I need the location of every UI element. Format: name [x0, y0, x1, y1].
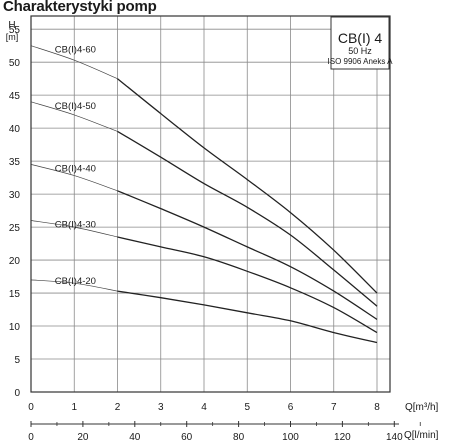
y-tick-label: 35: [9, 157, 21, 168]
curve-CB(I)4-50-thin: [30, 101, 118, 132]
series-label: CB(I)4-20: [55, 276, 96, 287]
curve-CB(I)4-40: [117, 190, 378, 320]
curve-labels: CB(I)4-60 CB(I)4-50 CB(I)4-40 CB(I)4-30 CB(I…: [55, 45, 96, 287]
page-title: Charakterystyki pomp: [3, 0, 157, 15]
y-tick-label: 10: [9, 322, 21, 333]
curve-CB(I)4-60: [117, 78, 378, 294]
info-box-frequency: 50 Hz: [348, 46, 372, 56]
y-tick-label: 25: [9, 223, 21, 234]
x2-tick-label: 80: [233, 432, 245, 443]
x-tick-label: 5: [244, 402, 250, 413]
x2-tick-label: 60: [181, 432, 193, 443]
x2-tick-label: 20: [77, 432, 89, 443]
curves: [30, 45, 378, 344]
series-label: CB(I)4-60: [55, 45, 96, 56]
x2-axis-label: Q[l/min]: [404, 430, 439, 441]
plot-frame: [30, 15, 391, 393]
x-tick-label: 6: [288, 402, 294, 413]
y-tick-label: 55: [9, 25, 21, 36]
grid: [30, 16, 390, 392]
info-box-model: CB(I) 4: [338, 30, 383, 46]
y-tick-label: 15: [9, 289, 21, 300]
curve-CB(I)4-30: [117, 236, 378, 334]
secondary-x-axis: 0 20 40 60 80 100 120 140: [28, 421, 421, 443]
y-tick-label: 20: [9, 256, 21, 267]
x-tick-label: 7: [331, 402, 337, 413]
y-tick-label: 50: [9, 58, 21, 69]
x-tick-label: 1: [71, 402, 77, 413]
info-box: CB(I) 4 50 Hz ISO 9906 Aneks A: [328, 16, 394, 70]
series-label: CB(I)4-30: [55, 219, 96, 230]
series-label: CB(I)4-40: [55, 163, 96, 174]
curve-CB(I)4-20-thin: [30, 279, 118, 292]
curve-CB(I)4-30-thin: [30, 220, 118, 238]
curve-CB(I)4-20: [117, 290, 378, 344]
y-tick-label: 40: [9, 124, 21, 135]
x2-tick-label: 100: [282, 432, 299, 443]
y-tick-label: 0: [14, 388, 20, 399]
x2-tick-label: 120: [334, 432, 351, 443]
y-tick-label: 45: [9, 91, 21, 102]
y-tick-label: 30: [9, 190, 21, 201]
y-axis-ticks: 0 5 10 15 20 25 30 35 40 45 50 55: [9, 25, 21, 399]
x-tick-label: 8: [374, 402, 380, 413]
info-box-standard: ISO 9906 Aneks A: [328, 57, 394, 66]
x-axis-ticks: 0 1 2 3 4 5 6 7 8: [28, 402, 380, 413]
x-tick-label: 3: [158, 402, 164, 413]
y-axis-unit: [m]: [6, 32, 19, 42]
y-tick-label: 5: [14, 355, 20, 366]
x2-tick-label: 0: [28, 432, 34, 443]
x-tick-label: 4: [201, 402, 207, 413]
x-axis-label: Q[m³/h]: [405, 402, 439, 413]
series-label: CB(I)4-50: [55, 101, 96, 112]
x2-tick-label: 40: [129, 432, 141, 443]
x-tick-label: 2: [115, 402, 121, 413]
curve-CB(I)4-50: [117, 130, 378, 307]
curve-CB(I)4-60-thin: [30, 45, 118, 80]
curve-CB(I)4-40-thin: [30, 164, 118, 192]
x-tick-label: 0: [28, 402, 34, 413]
x2-tick-label: 140: [386, 432, 403, 443]
y-axis-label: H: [8, 20, 15, 31]
